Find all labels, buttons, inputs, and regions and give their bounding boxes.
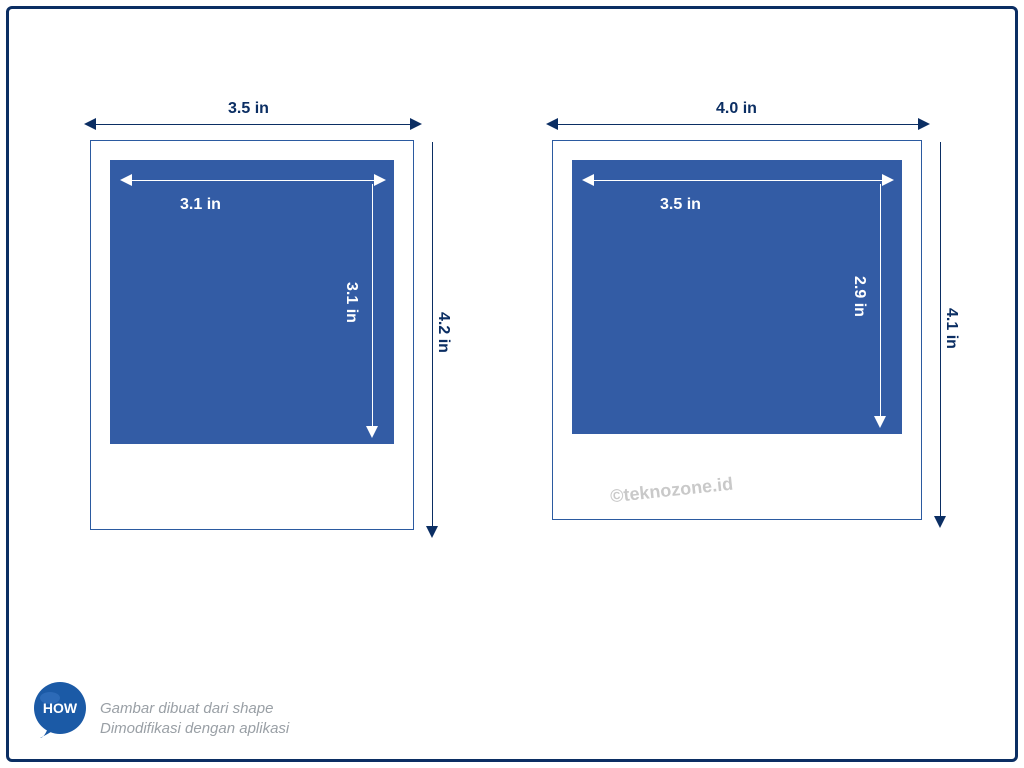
left-inner-width-arrow-l bbox=[120, 174, 132, 186]
right-outer-width-line bbox=[554, 124, 920, 125]
left-outer-width-label: 3.5 in bbox=[228, 100, 269, 118]
left-inner-width-arrow-r bbox=[374, 174, 386, 186]
right-inner-width-arrow-r bbox=[882, 174, 894, 186]
right-inner-height-label: 2.9 in bbox=[850, 276, 868, 317]
right-outer-height-line bbox=[940, 142, 941, 518]
left-inner-height-line bbox=[372, 184, 373, 428]
left-outer-width-line bbox=[92, 124, 412, 125]
right-outer-width-label: 4.0 in bbox=[716, 100, 757, 118]
left-inner-height-label: 3.1 in bbox=[342, 282, 360, 323]
left-inner-height-arrow bbox=[366, 426, 378, 438]
left-outer-height-line bbox=[432, 142, 433, 528]
left-outer-width-arrow-l bbox=[84, 118, 96, 130]
right-inner-height-line bbox=[880, 184, 881, 418]
right-outer-height-arrow bbox=[934, 516, 946, 528]
caption-line-1: Gambar dibuat dari shape bbox=[100, 699, 289, 719]
left-outer-height-arrow bbox=[426, 526, 438, 538]
caption-block: Gambar dibuat dari shape Dimodifikasi de… bbox=[100, 699, 289, 738]
right-inner-width-arrow-l bbox=[582, 174, 594, 186]
right-outer-width-arrow-l bbox=[546, 118, 558, 130]
right-inner-height-arrow bbox=[874, 416, 886, 428]
left-outer-height-label: 4.2 in bbox=[434, 312, 452, 353]
left-outer-width-arrow-r bbox=[410, 118, 422, 130]
right-inner-width-line bbox=[592, 180, 884, 181]
right-inner-width-label: 3.5 in bbox=[660, 196, 701, 214]
caption-line-2: Dimodifikasi dengan aplikasi bbox=[100, 719, 289, 739]
left-inner-width-label: 3.1 in bbox=[180, 196, 221, 214]
logo-text: HOW bbox=[43, 700, 78, 716]
right-outer-height-label: 4.1 in bbox=[942, 308, 960, 349]
how-logo: HOW bbox=[30, 680, 90, 740]
right-outer-width-arrow-r bbox=[918, 118, 930, 130]
left-inner-width-line bbox=[130, 180, 376, 181]
